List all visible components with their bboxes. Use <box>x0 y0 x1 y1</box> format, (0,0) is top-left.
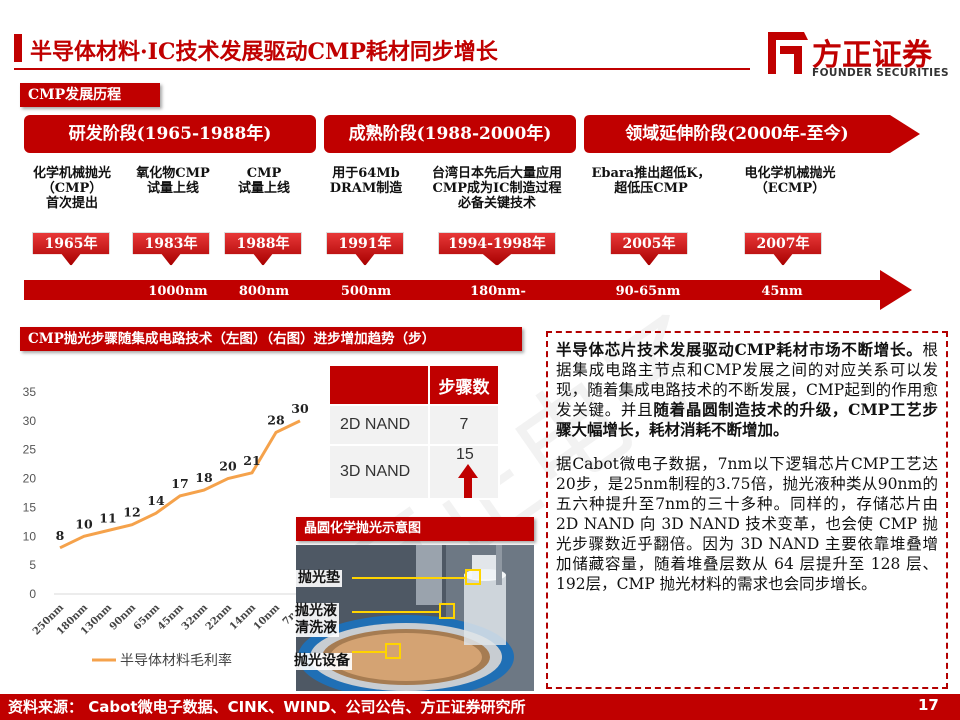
table-row: 2D NAND 7 <box>328 404 500 446</box>
increase-arrow-icon <box>458 464 478 498</box>
history-label: CMP发展历程 <box>20 83 160 107</box>
event-2005: Ebara推出超低K， 超低压CMP <box>591 166 711 196</box>
year-marker-2005: 2005年 <box>610 232 688 266</box>
node-180-130nm: 180nm-130nm <box>470 284 526 314</box>
chart-section-label: CMP抛光步骤随集成电路技术（左图）（右图）进步增加趋势（步） <box>20 327 522 351</box>
analysis-p1-bold2: 随着晶圆制造技术的升级，CMP工艺步骤大幅增长，耗材消耗不断增加。 <box>556 400 938 439</box>
logo-text-cn: 方正证券 <box>812 38 932 73</box>
wafer-polishing-photo <box>296 545 534 691</box>
title-divider <box>14 68 750 70</box>
y-tick-label: 35 <box>23 385 37 399</box>
data-label: 10 <box>75 516 93 531</box>
event-1988: CMP 试量上线 <box>237 166 290 196</box>
node-500nm: 500nm <box>340 284 392 299</box>
data-label: 28 <box>267 412 285 427</box>
phase-research: 研发阶段(1965-1988年) <box>24 115 316 153</box>
series-line <box>59 419 301 550</box>
data-label: 20 <box>219 459 237 474</box>
footer-bar <box>0 694 960 720</box>
cmp-machine-illustration <box>296 545 534 691</box>
data-label: 21 <box>243 453 260 468</box>
table-header-row: 步骤数 <box>328 364 500 406</box>
event-1983: 氧化物CMP 试量上线 <box>136 166 210 196</box>
year-marker-1991: 1991年 <box>326 232 404 266</box>
logo-text-en: FOUNDER SECURITIES <box>812 67 950 79</box>
analysis-p1-bold: 半导体芯片技术发展驱动CMP耗材市场不断增长。 <box>556 340 923 359</box>
data-label: 14 <box>147 493 165 508</box>
analysis-paragraph-2: 据Cabot微电子数据，7nm以下逻辑芯片CMP工艺达20步，是25nm制程的3… <box>556 455 938 593</box>
footer-source: 资料来源： Cabot微电子数据、CINK、WIND、公司公告、方正证券研究所 <box>8 698 526 716</box>
page-title: 半导体材料·IC技术发展驱动CMP耗材同步增长 <box>30 39 498 65</box>
table-row-value: 15 <box>456 446 474 463</box>
table-row-value: 7 <box>428 404 500 446</box>
analysis-paragraph-1: 半导体芯片技术发展驱动CMP耗材市场不断增长。根据集成电路主节点和CMP发展之间… <box>556 340 938 440</box>
x-tick-label: 10nm <box>252 602 283 633</box>
y-tick-label: 10 <box>23 529 37 543</box>
event-1991: 用于64Mb DRAM制造 <box>329 166 403 196</box>
node-timeline-arrow <box>24 270 912 310</box>
founder-logo-icon <box>768 32 808 74</box>
event-1965: 化学机械抛光 （CMP） 首次提出 <box>32 166 111 211</box>
y-tick-label: 0 <box>29 587 36 601</box>
analysis-textbox: 半导体芯片技术发展驱动CMP耗材市场不断增长。根据集成电路主节点和CMP发展之间… <box>546 331 948 689</box>
node-1000nm: 1000nm <box>148 284 208 299</box>
callout-polishing-pad: 抛光垫 <box>296 570 342 587</box>
data-label: 18 <box>195 470 213 485</box>
y-tick-label: 30 <box>23 414 37 428</box>
year-marker-1994: 1994-1998年 <box>438 232 556 266</box>
callout-slurry: 抛光液 清洗液 <box>293 603 339 637</box>
data-label: 30 <box>291 401 309 416</box>
table-row: 3D NAND 15 <box>328 444 500 500</box>
phase-mature: 成熟阶段(1988-2000年) <box>324 115 576 153</box>
year-marker-1988: 1988年 <box>224 232 302 266</box>
phase-extension-arrow <box>584 115 920 153</box>
table-corner-cell <box>328 364 430 406</box>
table-row-value-cell: 15 <box>428 444 500 500</box>
year-marker-1965: 1965年 <box>32 232 110 266</box>
node-45nm: 45nm <box>761 284 803 299</box>
analysis-p1-text: 根据集成电路主节点和CMP发展之间的对应关系可以发现，随着集成电路技术的不断发展… <box>556 341 938 419</box>
callout-equipment: 抛光设备 <box>292 653 352 670</box>
data-label: 8 <box>56 528 65 543</box>
phase-extension: 领域延伸阶段(2000年-至今) <box>625 124 849 144</box>
table-row-name: 3D NAND <box>328 444 430 500</box>
y-tick-label: 5 <box>29 558 36 572</box>
table-row-name: 2D NAND <box>328 404 430 446</box>
node-90-65nm: 90-65nm <box>615 284 681 299</box>
nand-steps-table: 步骤数 2D NAND 7 3D NAND 15 <box>328 364 500 500</box>
y-tick-label: 20 <box>23 472 37 486</box>
y-tick-label: 25 <box>23 443 37 457</box>
data-label: 11 <box>99 511 116 526</box>
event-1994: 台湾日本先后大量应用 CMP成为IC制造过程 必备关键技术 <box>431 166 562 211</box>
year-marker-1983: 1983年 <box>132 232 210 266</box>
legend-label: 半导体材料毛利率 <box>120 652 232 669</box>
event-2007: 电化学机械抛光 （ECMP） <box>744 166 836 196</box>
page-number: 17 <box>918 696 939 714</box>
data-label: 17 <box>171 476 188 491</box>
node-800nm: 800nm <box>238 284 290 299</box>
title-accent-bar <box>14 34 22 62</box>
y-tick-label: 15 <box>23 500 37 514</box>
callout-leader-lines <box>352 569 481 659</box>
table-header-steps: 步骤数 <box>428 364 500 406</box>
photo-label: 晶圆化学抛光示意图 <box>296 517 534 541</box>
year-marker-2007: 2007年 <box>744 232 822 266</box>
data-label: 12 <box>123 505 140 520</box>
